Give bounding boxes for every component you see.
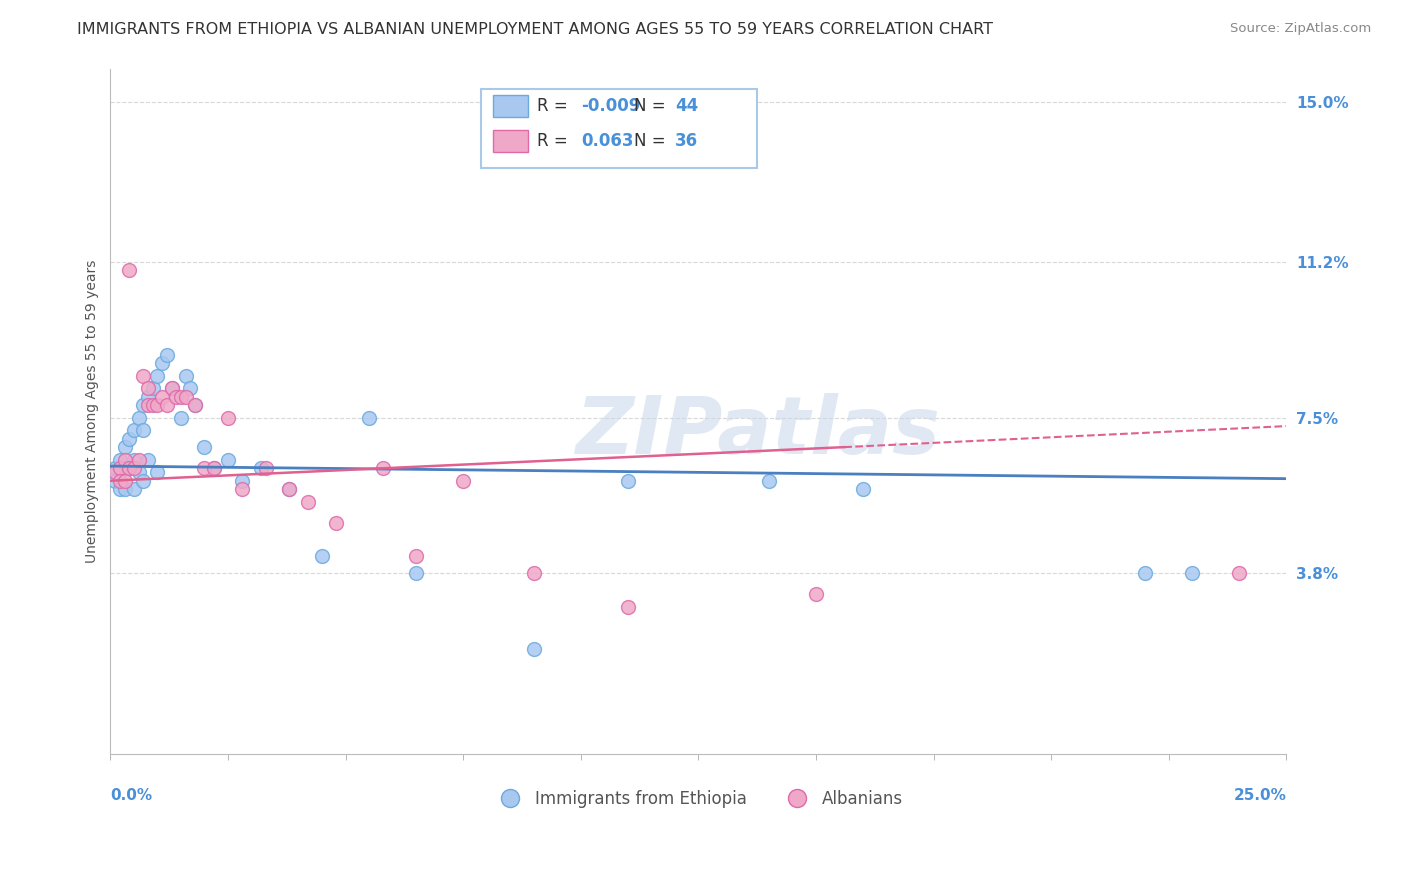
Point bbox=[114, 482, 136, 496]
Point bbox=[122, 423, 145, 437]
Point bbox=[132, 474, 155, 488]
Point bbox=[146, 368, 169, 383]
Point bbox=[118, 461, 141, 475]
Point bbox=[136, 381, 159, 395]
Point bbox=[179, 381, 201, 395]
Point bbox=[118, 263, 141, 277]
Point bbox=[170, 410, 193, 425]
Point bbox=[852, 482, 875, 496]
Point bbox=[156, 348, 179, 362]
Text: 36: 36 bbox=[675, 132, 697, 150]
Text: 0.063: 0.063 bbox=[581, 132, 633, 150]
Point bbox=[104, 474, 127, 488]
Point bbox=[297, 495, 319, 509]
Point bbox=[165, 390, 187, 404]
Text: -0.009: -0.009 bbox=[581, 96, 640, 114]
Point bbox=[523, 566, 546, 581]
Point bbox=[142, 398, 165, 412]
Point bbox=[108, 482, 131, 496]
Point bbox=[174, 390, 197, 404]
Point bbox=[1181, 566, 1204, 581]
Point bbox=[108, 452, 131, 467]
Point bbox=[136, 452, 159, 467]
Point bbox=[254, 461, 277, 475]
Point bbox=[128, 452, 150, 467]
Point bbox=[136, 390, 159, 404]
Point bbox=[156, 398, 179, 412]
Text: Source: ZipAtlas.com: Source: ZipAtlas.com bbox=[1230, 22, 1371, 36]
Point bbox=[146, 466, 169, 480]
Text: ZIPatlas: ZIPatlas bbox=[575, 393, 939, 471]
Point bbox=[128, 466, 150, 480]
Point bbox=[311, 549, 333, 564]
Point bbox=[193, 461, 215, 475]
Point bbox=[104, 461, 127, 475]
Point bbox=[523, 642, 546, 657]
Point bbox=[202, 461, 225, 475]
FancyBboxPatch shape bbox=[492, 95, 527, 117]
Point bbox=[128, 410, 150, 425]
Point bbox=[132, 368, 155, 383]
Point bbox=[174, 368, 197, 383]
Text: R =: R = bbox=[537, 96, 568, 114]
Point bbox=[160, 381, 183, 395]
Point bbox=[184, 398, 207, 412]
Text: 44: 44 bbox=[675, 96, 699, 114]
Point bbox=[170, 390, 193, 404]
Point bbox=[114, 474, 136, 488]
FancyBboxPatch shape bbox=[481, 89, 758, 168]
Point bbox=[150, 390, 173, 404]
Point bbox=[617, 474, 640, 488]
Y-axis label: Unemployment Among Ages 55 to 59 years: Unemployment Among Ages 55 to 59 years bbox=[86, 260, 100, 563]
Point bbox=[405, 566, 427, 581]
Point bbox=[217, 410, 239, 425]
Point bbox=[184, 398, 207, 412]
Point bbox=[804, 587, 827, 601]
Point bbox=[1229, 566, 1251, 581]
Point bbox=[150, 356, 173, 370]
Point bbox=[617, 599, 640, 614]
Point bbox=[758, 474, 780, 488]
Text: 0.0%: 0.0% bbox=[111, 788, 152, 803]
Point bbox=[114, 461, 136, 475]
Point bbox=[108, 461, 131, 475]
Point bbox=[114, 440, 136, 454]
Point bbox=[104, 466, 127, 480]
Point bbox=[325, 516, 347, 530]
Text: N =: N = bbox=[634, 96, 665, 114]
Point bbox=[278, 482, 301, 496]
Point bbox=[217, 452, 239, 467]
Point bbox=[146, 398, 169, 412]
Point bbox=[136, 398, 159, 412]
Point bbox=[278, 482, 301, 496]
Point bbox=[405, 549, 427, 564]
Point bbox=[142, 381, 165, 395]
Point bbox=[122, 482, 145, 496]
Point bbox=[193, 440, 215, 454]
Point bbox=[132, 398, 155, 412]
Point bbox=[250, 461, 273, 475]
Text: N =: N = bbox=[634, 132, 665, 150]
Text: R =: R = bbox=[537, 132, 568, 150]
Legend: Immigrants from Ethiopia, Albanians: Immigrants from Ethiopia, Albanians bbox=[486, 783, 910, 814]
Point bbox=[451, 474, 474, 488]
Point bbox=[132, 423, 155, 437]
Point bbox=[1135, 566, 1157, 581]
Point bbox=[108, 474, 131, 488]
Point bbox=[122, 452, 145, 467]
Point bbox=[114, 452, 136, 467]
Point bbox=[122, 461, 145, 475]
Point bbox=[160, 381, 183, 395]
Point bbox=[231, 474, 253, 488]
Text: IMMIGRANTS FROM ETHIOPIA VS ALBANIAN UNEMPLOYMENT AMONG AGES 55 TO 59 YEARS CORR: IMMIGRANTS FROM ETHIOPIA VS ALBANIAN UNE… bbox=[77, 22, 993, 37]
Point bbox=[202, 461, 225, 475]
Point bbox=[373, 461, 395, 475]
Text: 25.0%: 25.0% bbox=[1233, 788, 1286, 803]
Point bbox=[118, 432, 141, 446]
Point bbox=[359, 410, 381, 425]
Point bbox=[118, 461, 141, 475]
Point bbox=[231, 482, 253, 496]
FancyBboxPatch shape bbox=[492, 130, 527, 153]
